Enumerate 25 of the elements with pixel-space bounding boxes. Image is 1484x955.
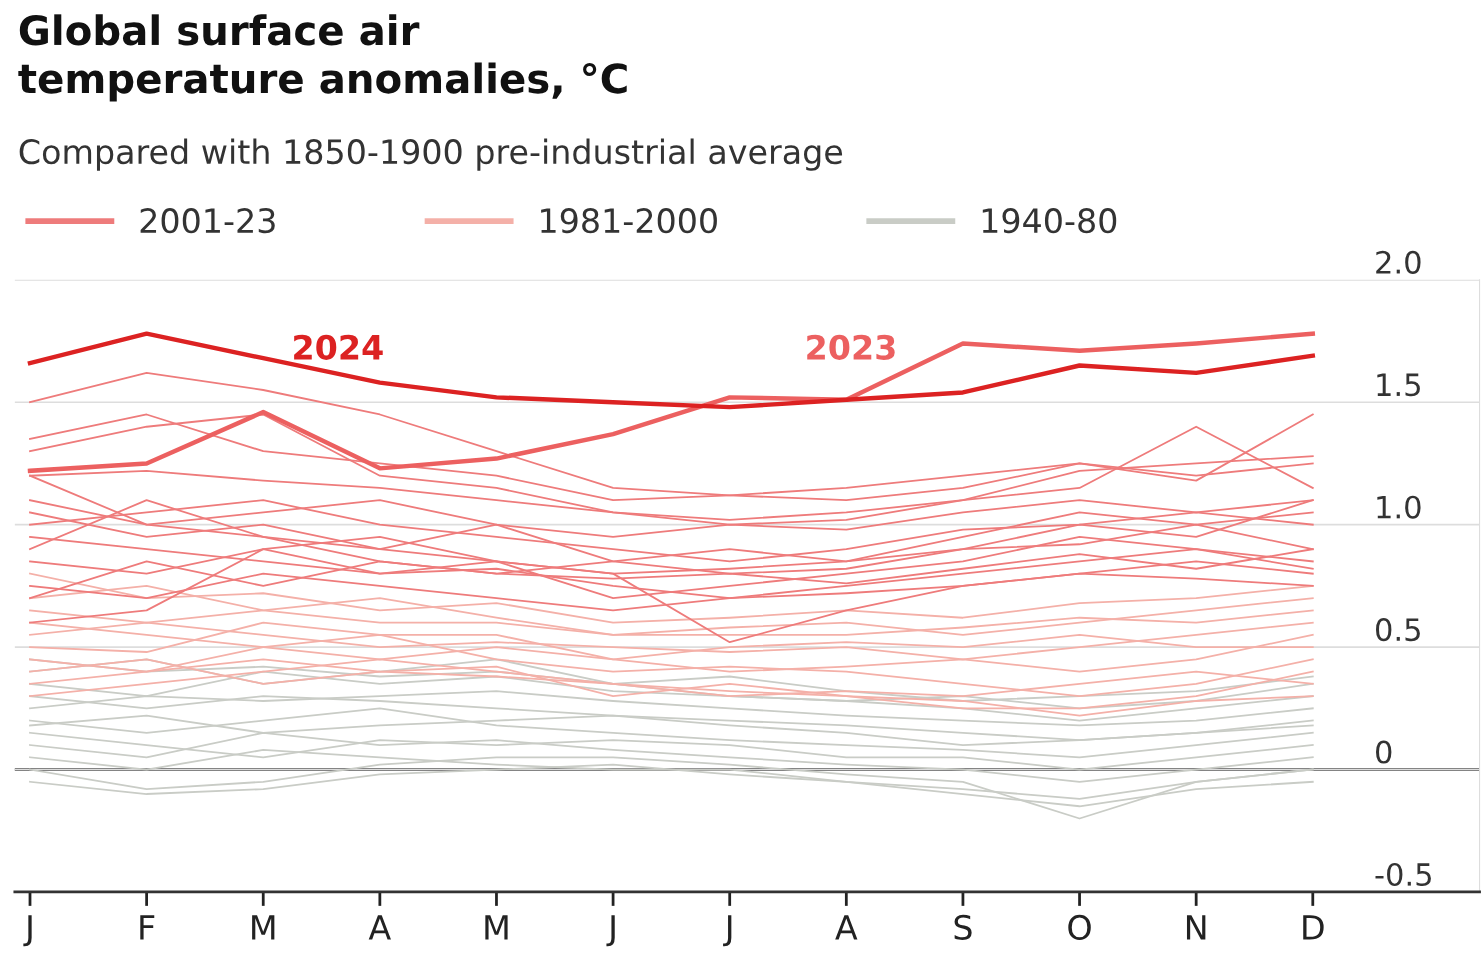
x-tick-label: J [723, 915, 732, 947]
x-tick-label: F [140, 915, 155, 940]
x-tick-label: M [252, 915, 275, 940]
legend-label: 2001-23 [140, 208, 275, 234]
x-tick-label: N [1186, 915, 1206, 940]
x-tick-label: J [23, 915, 32, 947]
x-tick-label: D [1303, 915, 1324, 940]
series-label: 2024 [294, 334, 383, 360]
x-tick-label: A [835, 915, 858, 940]
y-tick-label: 2.0 [1376, 250, 1421, 274]
y-tick-label: 0 [1376, 740, 1392, 764]
x-tick-label: S [954, 914, 972, 940]
x-tick-label: J [606, 915, 615, 947]
y-tick-label: -0.5 [1375, 862, 1431, 887]
y-tick-label: 1.5 [1377, 373, 1420, 397]
series-label: 2023 [807, 334, 895, 360]
legend-label: 1981-2000 [541, 208, 717, 234]
chart-subtitle: Compared with 1850-1900 pre-industrial average [19, 138, 843, 171]
x-tick-label: M [485, 915, 508, 940]
chart-title: Global surface air temperature anomalies, °C [18, 14, 627, 102]
legend-label: 1940-80 [982, 208, 1117, 234]
x-tick-label: O [1068, 914, 1091, 940]
y-tick-label: 1.0 [1377, 495, 1421, 519]
y-tick-label: 0.5 [1376, 618, 1420, 642]
x-tick-label: A [368, 915, 391, 940]
